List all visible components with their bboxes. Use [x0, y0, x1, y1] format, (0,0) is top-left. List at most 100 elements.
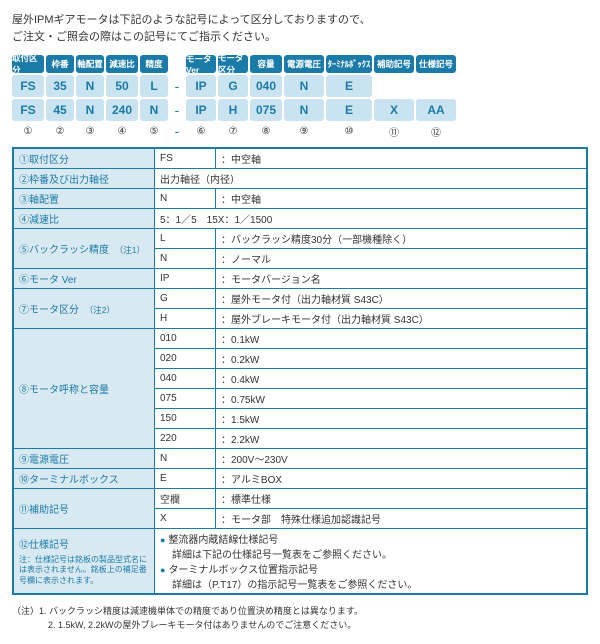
code-value: IP	[186, 75, 216, 97]
code-value: E	[326, 99, 372, 121]
spec-row-bullets: 整流器内蔵結線仕様記号詳細は下記の仕様記号一覧表をご参照ください。ターミナルボッ…	[155, 529, 588, 595]
code-value: L	[140, 75, 168, 97]
intro-text: 屋外IPMギアモータは下記のような記号によって区分しておりますので、 ご注文・ご…	[12, 12, 588, 45]
spec-row-desc: 出力軸径（内径）	[155, 169, 588, 189]
code-column-number: ⑥	[186, 126, 216, 137]
spec-row-desc: ：200V～230V	[216, 449, 588, 469]
code-value: N	[76, 75, 104, 97]
spec-row-desc: ：中空軸	[216, 148, 588, 169]
spec-row-code: G	[155, 289, 216, 309]
spec-row-label: ⑪補助記号	[13, 489, 155, 529]
spec-row-code: 空欄	[155, 489, 216, 509]
code-value: 50	[106, 75, 138, 97]
spec-row-desc: ：0.75kW	[216, 389, 588, 409]
spec-row-desc: ：屋外モータ付（出力軸材質 S43C）	[216, 289, 588, 309]
spec-row-desc: ：1.5kW	[216, 409, 588, 429]
code-column-number: ⑦	[218, 126, 248, 137]
code-column-number: ④	[106, 126, 138, 137]
code-value: 040	[250, 75, 282, 97]
code-header: モータ区分	[218, 55, 248, 73]
spec-row-code: 010	[155, 329, 216, 349]
spec-row-desc: ：標準仕様	[216, 489, 588, 509]
code-value: FS	[12, 75, 44, 97]
spec-row-label: ④減速比	[13, 209, 155, 229]
code-dash: -	[170, 78, 184, 94]
code-dash: -	[170, 123, 184, 139]
code-value: 35	[46, 75, 74, 97]
code-column-number: ⑤	[140, 126, 168, 137]
spec-row-code: IP	[155, 269, 216, 289]
code-column-number: ⑧	[250, 126, 282, 137]
code-column-number: ②	[46, 126, 74, 137]
spec-row-code: N	[155, 449, 216, 469]
spec-row-label: ⑧モータ呼称と容量	[13, 329, 155, 449]
spec-row-code: FS	[155, 148, 216, 169]
spec-row-desc: ：バックラッシ精度30分（一部機種除く）	[216, 229, 588, 249]
code-header: 精度	[140, 55, 168, 73]
spec-row-code: 150	[155, 409, 216, 429]
code-column-number: ⑩	[326, 126, 372, 137]
spec-row-label: ②枠番及び出力軸径	[13, 169, 155, 189]
intro-line1: 屋外IPMギアモータは下記のような記号によって区分しておりますので、	[12, 14, 371, 26]
code-header: ﾀｰﾐﾅﾙﾎﾞｯｸｽ	[326, 55, 372, 73]
spec-row-code: N	[155, 249, 216, 269]
code-header: 仕様記号	[416, 55, 456, 73]
spec-row-desc: ：モータ部 特殊仕様追加認識記号	[216, 509, 588, 529]
code-value: N	[284, 75, 324, 97]
code-header: 枠番	[46, 55, 74, 73]
code-value: N	[76, 99, 104, 121]
code-value: 075	[250, 99, 282, 121]
spec-row-desc: ：ノーマル	[216, 249, 588, 269]
spec-row-code: H	[155, 309, 216, 329]
spec-row-code: N	[155, 189, 216, 209]
code-column-number: ⑪	[374, 124, 414, 139]
spec-row-code: 020	[155, 349, 216, 369]
code-header: 容量	[250, 55, 282, 73]
code-value: G	[218, 75, 248, 97]
footnotes: （注）1. バックラッシ精度は減速機単体での精度であり位置決め精度とは異なります…	[12, 605, 588, 632]
spec-row-code: 220	[155, 429, 216, 449]
spec-row-label: ⑤バックラッシ精度 （注1）	[13, 229, 155, 269]
code-value: H	[218, 99, 248, 121]
spec-row-label: ⑨電源電圧	[13, 449, 155, 469]
spec-table: ①取付区分FS：中空軸②枠番及び出力軸径出力軸径（内径）③軸配置N：中空軸④減速…	[12, 147, 588, 595]
code-header: 電源電圧	[284, 55, 324, 73]
code-dash: -	[170, 102, 184, 118]
spec-row-label: ⑫仕様記号注：仕様記号は銘板の製品型式名には表示されません。銘板上の補足番号欄に…	[13, 529, 155, 595]
code-value: E	[326, 75, 372, 97]
code-column-number: ⑨	[284, 126, 324, 137]
code-value: AA	[416, 99, 456, 121]
spec-row-desc: ：中空軸	[216, 189, 588, 209]
code-header: 補助記号	[374, 55, 414, 73]
spec-row-code: L	[155, 229, 216, 249]
code-value: N	[284, 99, 324, 121]
spec-row-label: ⑥モータ Ver	[13, 269, 155, 289]
spec-row-label: ①取付区分	[13, 148, 155, 169]
code-header: 取付区分	[12, 55, 44, 73]
footnote-2: 2. 1.5kW, 2.2kWの屋外ブレーキモータ付はありませんのでご注意くださ…	[12, 619, 588, 633]
code-column-number: ⑫	[416, 124, 456, 139]
code-column-number: ③	[76, 126, 104, 137]
spec-row-label: ⑩ターミナルボックス	[13, 469, 155, 489]
spec-row-desc: 5：1／5 15X：1／1500	[155, 209, 588, 229]
spec-row-desc: ：0.4kW	[216, 369, 588, 389]
spec-row-desc: ：0.2kW	[216, 349, 588, 369]
footnote-1: （注）1. バックラッシ精度は減速機単体での精度であり位置決め精度とは異なります…	[12, 605, 588, 619]
code-value: FS	[12, 99, 44, 121]
code-value: 45	[46, 99, 74, 121]
spec-row-desc: ：屋外ブレーキモータ付（出力軸材質 S43C）	[216, 309, 588, 329]
code-value: IP	[186, 99, 216, 121]
code-column-number: ①	[12, 126, 44, 137]
spec-row-code: 040	[155, 369, 216, 389]
code-header: モータVer	[186, 55, 216, 73]
code-value: N	[140, 99, 168, 121]
spec-row-desc: ：モータバージョン名	[216, 269, 588, 289]
spec-row-label: ③軸配置	[13, 189, 155, 209]
spec-row-desc: ：アルミBOX	[216, 469, 588, 489]
spec-row-label: ⑦モータ区分 （注2）	[13, 289, 155, 329]
code-value: 240	[106, 99, 138, 121]
spec-row-desc: ：0.1kW	[216, 329, 588, 349]
code-strip: 取付区分枠番軸配置減速比精度モータVerモータ区分容量電源電圧ﾀｰﾐﾅﾙﾎﾞｯｸ…	[12, 55, 588, 139]
code-header: 軸配置	[76, 55, 104, 73]
spec-row-code: E	[155, 469, 216, 489]
